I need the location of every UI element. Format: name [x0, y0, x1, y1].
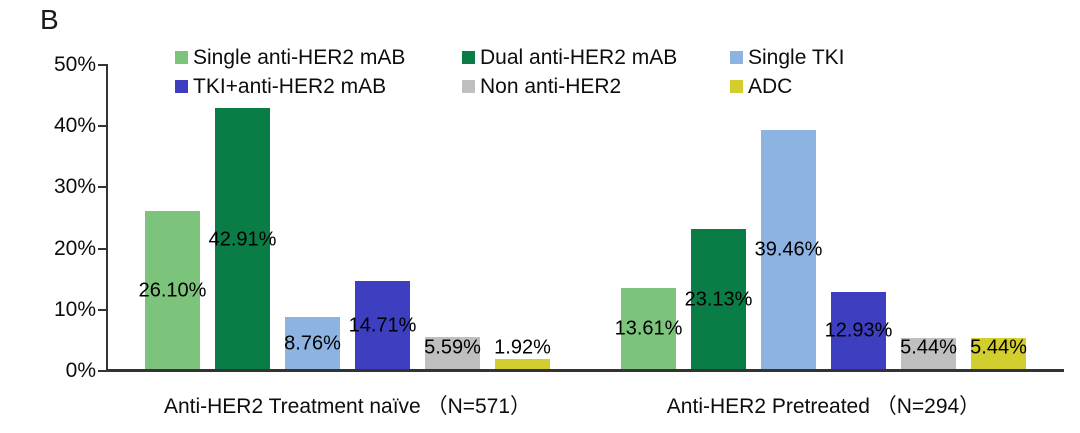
bar-adc-group2: [971, 337, 1026, 371]
bar-value-label-adc-group2: 5.44%: [970, 336, 1027, 359]
y-axis-tick: [98, 308, 106, 311]
bar-dual-anti-her2-mab-group2: [691, 229, 746, 371]
x-axis-line: [106, 369, 1064, 372]
legend-label-single-tki: Single TKI: [748, 45, 845, 69]
y-axis-tick: [98, 186, 106, 189]
y-tick-label: 0%: [65, 359, 96, 382]
y-axis-tick: [98, 125, 106, 128]
y-axis-line: [106, 64, 108, 372]
bar-value-label-dual-anti-her2-mab-group2: 23.13%: [684, 288, 753, 311]
legend-swatch-adc: [730, 80, 743, 93]
bar-value-label-single-tki-group1: 8.76%: [284, 332, 341, 355]
legend-swatch-single-tki: [730, 51, 743, 64]
bar-single-anti-her2-mab-group2: [621, 287, 676, 371]
bar-value-label-tki-anti-her2-mab-group2: 12.93%: [824, 319, 893, 342]
bar-tki-anti-her2-mab-group1: [355, 280, 410, 371]
legend-swatch-tki-anti-her2-mab: [175, 80, 188, 93]
bar-value-label-non-anti-her2-group2: 5.44%: [900, 336, 957, 359]
bar-value-label-non-anti-her2-group1: 5.59%: [424, 336, 481, 359]
y-axis-tick: [98, 64, 106, 66]
bar-value-label-single-anti-her2-mab-group1: 26.10%: [138, 279, 207, 302]
y-tick-label: 40%: [53, 114, 96, 138]
y-axis-tick: [98, 370, 106, 372]
bar-value-label-tki-anti-her2-mab-group1: 14.71%: [348, 314, 417, 337]
y-tick-label: 10%: [53, 297, 96, 321]
legend-label-non-anti-her2: Non anti-HER2: [480, 74, 622, 98]
y-tick-label: 20%: [53, 236, 96, 260]
legend-swatch-dual-anti-her2-mab: [462, 51, 475, 64]
y-tick-label: 50%: [53, 53, 96, 76]
bar-dual-anti-her2-mab-group1: [215, 108, 270, 371]
legend-swatch-single-anti-her2-mab: [175, 51, 188, 64]
legend-label-dual-anti-her2-mab: Dual anti-HER2 mAB: [480, 45, 678, 69]
bar-value-label-adc-group1: 1.92%: [494, 336, 551, 359]
bar-adc-group1: [495, 359, 550, 371]
y-axis-tick: [98, 247, 106, 250]
legend-swatch-non-anti-her2: [462, 80, 475, 93]
bar-value-label-single-tki-group2: 39.46%: [754, 238, 823, 261]
bar-non-anti-her2-group2: [901, 337, 956, 371]
x-category-label-group1: Anti-HER2 Treatment naïve （N=571）: [163, 395, 532, 418]
y-tick-label: 30%: [53, 175, 96, 199]
bar-single-tki-group1: [285, 317, 340, 371]
bar-value-label-dual-anti-her2-mab-group1: 42.91%: [208, 228, 277, 251]
bar-non-anti-her2-group1: [425, 336, 480, 371]
bar-value-label-single-anti-her2-mab-group2: 13.61%: [614, 317, 683, 340]
bar-single-anti-her2-mab-group1: [145, 211, 200, 371]
bar-tki-anti-her2-mab-group2: [831, 291, 886, 371]
panel-label: B: [40, 4, 59, 35]
bar-single-tki-group2: [761, 129, 816, 371]
legend-label-tki-anti-her2-mab: TKI+anti-HER2 mAB: [193, 74, 387, 98]
legend-label-adc: ADC: [748, 74, 793, 98]
legend-label-single-anti-her2-mab: Single anti-HER2 mAB: [193, 45, 406, 69]
x-category-label-group2: Anti-HER2 Pretreated （N=294）: [666, 395, 981, 418]
